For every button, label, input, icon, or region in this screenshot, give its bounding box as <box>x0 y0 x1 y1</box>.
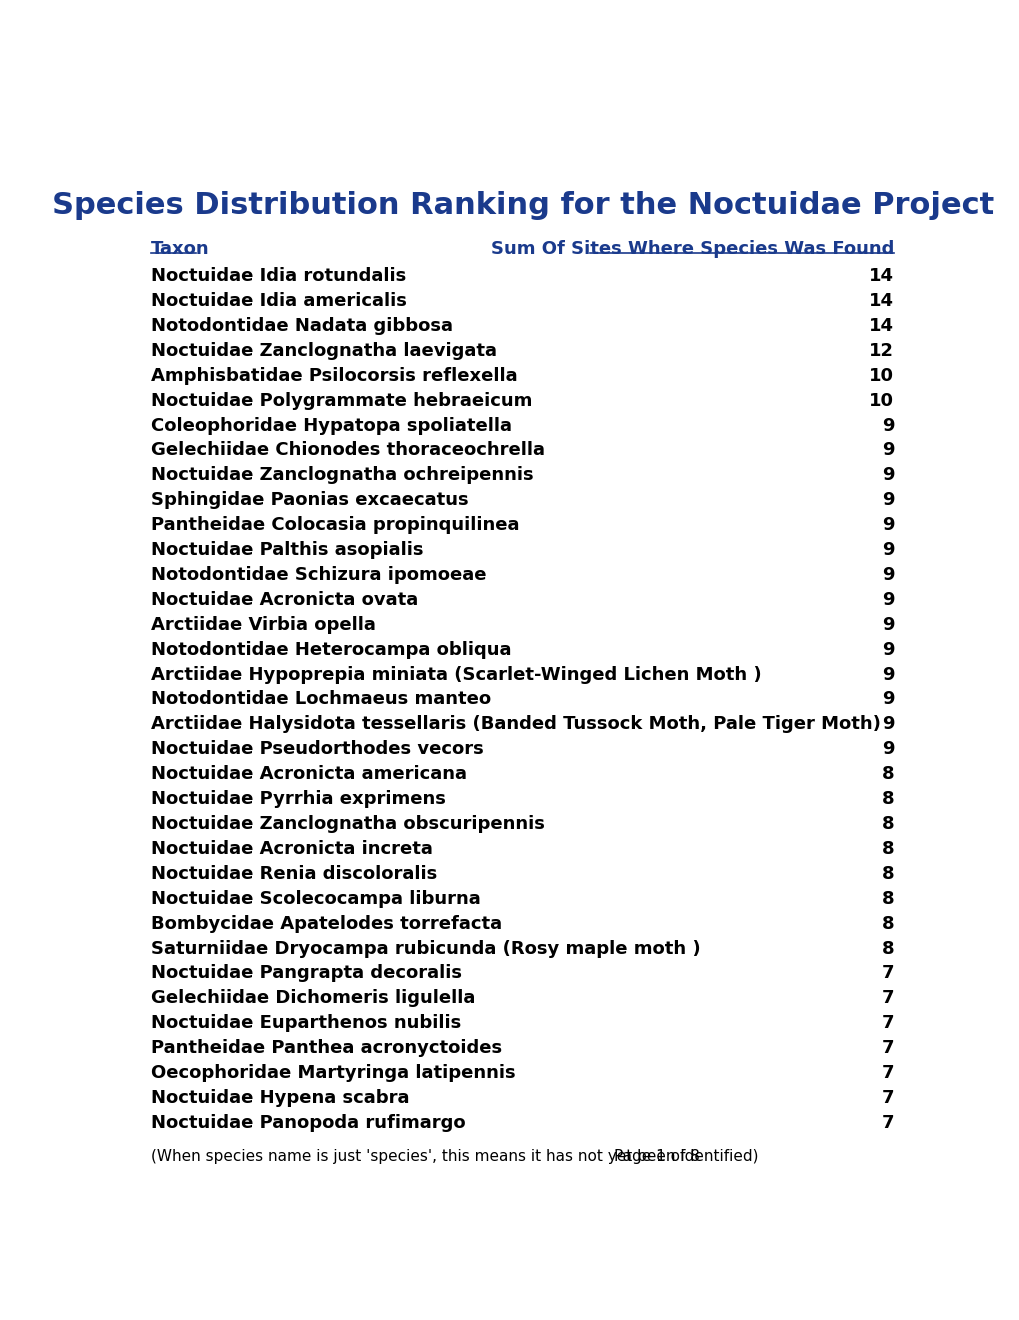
Text: 9: 9 <box>880 491 894 510</box>
Text: (When species name is just 'species', this means it has not yet been identified): (When species name is just 'species', th… <box>151 1148 758 1164</box>
Text: Noctuidae Acronicta ovata: Noctuidae Acronicta ovata <box>151 591 418 609</box>
Text: 7: 7 <box>880 965 894 982</box>
Text: Noctuidae Palthis asopialis: Noctuidae Palthis asopialis <box>151 541 423 560</box>
Text: 8: 8 <box>880 840 894 858</box>
Text: Noctuidae Renia discoloralis: Noctuidae Renia discoloralis <box>151 865 437 883</box>
Text: Taxon: Taxon <box>151 240 210 257</box>
Text: Arctiidae Halysidota tessellaris (Banded Tussock Moth, Pale Tiger Moth): Arctiidae Halysidota tessellaris (Banded… <box>151 715 880 734</box>
Text: 7: 7 <box>880 989 894 1007</box>
Text: Arctiidae Virbia opella: Arctiidae Virbia opella <box>151 615 376 634</box>
Text: Noctuidae Idia rotundalis: Noctuidae Idia rotundalis <box>151 267 406 285</box>
Text: 8: 8 <box>880 766 894 783</box>
Text: 14: 14 <box>868 292 894 310</box>
Text: 8: 8 <box>880 814 894 833</box>
Text: 7: 7 <box>880 1114 894 1131</box>
Text: 9: 9 <box>880 566 894 583</box>
Text: Page 1 of 8: Page 1 of 8 <box>613 1148 699 1164</box>
Text: 9: 9 <box>880 665 894 684</box>
Text: 7: 7 <box>880 1064 894 1082</box>
Text: 8: 8 <box>880 890 894 908</box>
Text: Pantheidae Colocasia propinquilinea: Pantheidae Colocasia propinquilinea <box>151 516 520 535</box>
Text: 14: 14 <box>868 317 894 335</box>
Text: 8: 8 <box>880 940 894 957</box>
Text: Noctuidae Hypena scabra: Noctuidae Hypena scabra <box>151 1089 410 1107</box>
Text: Saturniidae Dryocampa rubicunda (Rosy maple moth ): Saturniidae Dryocampa rubicunda (Rosy ma… <box>151 940 700 957</box>
Text: Noctuidae Pseudorthodes vecors: Noctuidae Pseudorthodes vecors <box>151 741 483 758</box>
Text: Species Distribution Ranking for the Noctuidae Project: Species Distribution Ranking for the Noc… <box>52 191 993 220</box>
Text: 10: 10 <box>868 367 894 384</box>
Text: 9: 9 <box>880 715 894 734</box>
Text: 9: 9 <box>880 591 894 609</box>
Text: 8: 8 <box>880 915 894 933</box>
Text: Notodontidae Schizura ipomoeae: Notodontidae Schizura ipomoeae <box>151 566 486 583</box>
Text: Notodontidae Nadata gibbosa: Notodontidae Nadata gibbosa <box>151 317 452 335</box>
Text: Noctuidae Euparthenos nubilis: Noctuidae Euparthenos nubilis <box>151 1014 461 1032</box>
Text: 10: 10 <box>868 392 894 409</box>
Text: Noctuidae Panopoda rufimargo: Noctuidae Panopoda rufimargo <box>151 1114 466 1131</box>
Text: Notodontidae Heterocampa obliqua: Notodontidae Heterocampa obliqua <box>151 640 512 659</box>
Text: Amphisbatidae Psilocorsis reflexella: Amphisbatidae Psilocorsis reflexella <box>151 367 518 384</box>
Text: Oecophoridae Martyringa latipennis: Oecophoridae Martyringa latipennis <box>151 1064 516 1082</box>
Text: Sphingidae Paonias excaecatus: Sphingidae Paonias excaecatus <box>151 491 469 510</box>
Text: Noctuidae Pangrapta decoralis: Noctuidae Pangrapta decoralis <box>151 965 462 982</box>
Text: 9: 9 <box>880 690 894 709</box>
Text: 9: 9 <box>880 541 894 560</box>
Text: 8: 8 <box>880 791 894 808</box>
Text: 7: 7 <box>880 1014 894 1032</box>
Text: Notodontidae Lochmaeus manteo: Notodontidae Lochmaeus manteo <box>151 690 491 709</box>
Text: 9: 9 <box>880 441 894 459</box>
Text: Noctuidae Zanclognatha laevigata: Noctuidae Zanclognatha laevigata <box>151 342 496 360</box>
Text: Arctiidae Hypoprepia miniata (Scarlet-Winged Lichen Moth ): Arctiidae Hypoprepia miniata (Scarlet-Wi… <box>151 665 761 684</box>
Text: 9: 9 <box>880 615 894 634</box>
Text: 9: 9 <box>880 466 894 484</box>
Text: 9: 9 <box>880 516 894 535</box>
Text: Noctuidae Idia americalis: Noctuidae Idia americalis <box>151 292 407 310</box>
Text: Sum Of Sites Where Species Was Found: Sum Of Sites Where Species Was Found <box>490 240 894 257</box>
Text: Noctuidae Acronicta increta: Noctuidae Acronicta increta <box>151 840 433 858</box>
Text: Gelechiidae Dichomeris ligulella: Gelechiidae Dichomeris ligulella <box>151 989 475 1007</box>
Text: Noctuidae Scolecocampa liburna: Noctuidae Scolecocampa liburna <box>151 890 481 908</box>
Text: 7: 7 <box>880 1039 894 1057</box>
Text: 14: 14 <box>868 267 894 285</box>
Text: 9: 9 <box>880 741 894 758</box>
Text: 8: 8 <box>880 865 894 883</box>
Text: Noctuidae Polygrammate hebraeicum: Noctuidae Polygrammate hebraeicum <box>151 392 532 409</box>
Text: 9: 9 <box>880 640 894 659</box>
Text: Gelechiidae Chionodes thoraceochrella: Gelechiidae Chionodes thoraceochrella <box>151 441 545 459</box>
Text: Noctuidae Zanclognatha obscuripennis: Noctuidae Zanclognatha obscuripennis <box>151 814 544 833</box>
Text: 12: 12 <box>868 342 894 360</box>
Text: 9: 9 <box>880 417 894 434</box>
Text: 7: 7 <box>880 1089 894 1107</box>
Text: Noctuidae Pyrrhia exprimens: Noctuidae Pyrrhia exprimens <box>151 791 445 808</box>
Text: Noctuidae Zanclognatha ochreipennis: Noctuidae Zanclognatha ochreipennis <box>151 466 533 484</box>
Text: Coleophoridae Hypatopa spoliatella: Coleophoridae Hypatopa spoliatella <box>151 417 512 434</box>
Text: Pantheidae Panthea acronyctoides: Pantheidae Panthea acronyctoides <box>151 1039 501 1057</box>
Text: Bombycidae Apatelodes torrefacta: Bombycidae Apatelodes torrefacta <box>151 915 501 933</box>
Text: Noctuidae Acronicta americana: Noctuidae Acronicta americana <box>151 766 467 783</box>
